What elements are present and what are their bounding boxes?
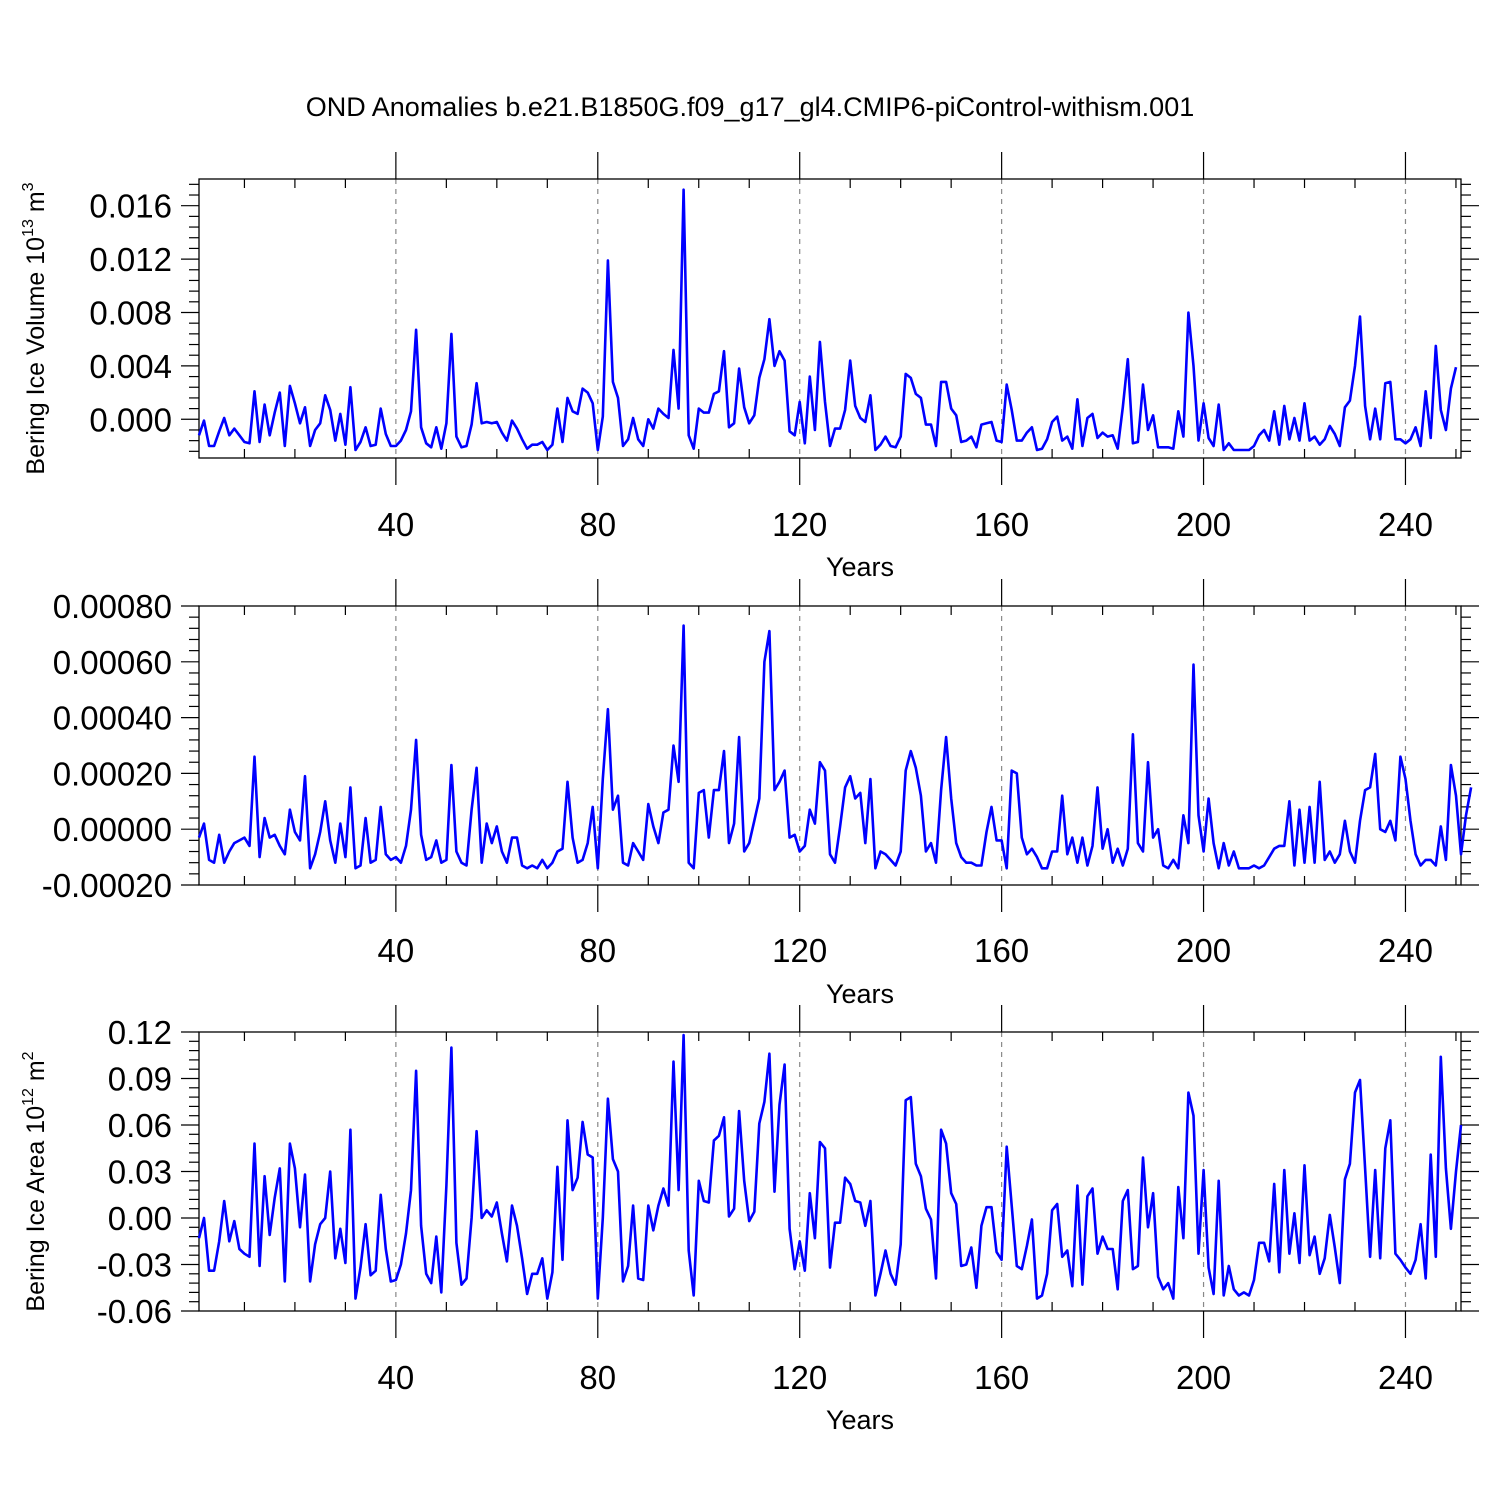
y-axis-label-unit: m xyxy=(22,1060,50,1088)
y-tick-label: 0.000 xyxy=(89,401,172,438)
y-axis-label-unit: m xyxy=(22,191,50,219)
y-tick-label: 0.008 xyxy=(89,294,172,331)
x-tick-label: 40 xyxy=(378,932,415,969)
x-tick-label: 240 xyxy=(1378,1359,1433,1396)
y-axis-label: Bering Ice Area 1012 m2 xyxy=(20,1051,50,1311)
y-axis-label-text: Bering Ice Area 10 xyxy=(22,1106,50,1312)
x-tick-label: 40 xyxy=(378,506,415,543)
panel-ice-volume: 40 80 120 160 200 240 Years 0.000 0.004 0.008 0.01… xyxy=(20,152,1479,582)
y-tick-label: 0.004 xyxy=(89,348,172,385)
x-axis-label: Years xyxy=(826,979,894,1009)
x-tick-label: 160 xyxy=(974,932,1029,969)
y-tick-label: -0.03 xyxy=(97,1247,172,1284)
y-axis-label-text: Bering Ice Volume 10 xyxy=(22,237,50,475)
plot-frame xyxy=(198,1031,1462,1312)
y-tick-label: 0.00060 xyxy=(53,644,172,681)
data-series-line xyxy=(197,624,1473,870)
plot-frame xyxy=(198,178,1462,459)
chart-title: OND Anomalies b.e21.B1850G.f09_g17_gl4.C… xyxy=(306,92,1194,122)
y-tick-label: 0.09 xyxy=(108,1061,172,1098)
x-tick-label: 200 xyxy=(1176,932,1231,969)
x-tick-label: 120 xyxy=(772,1359,827,1396)
panel-ice-area: 40 80 120 160 200 240 Years -0.06 -0.03 0.00 0.03 0… xyxy=(20,1005,1479,1435)
y-tick-label: 0.016 xyxy=(89,188,172,225)
y-axis-label: Bering Ice Volume 1013 m3 xyxy=(20,182,50,474)
y-tick-label: 0.03 xyxy=(108,1154,172,1191)
y-tick-label: 0.12 xyxy=(108,1014,172,1051)
x-tick-label: 160 xyxy=(974,1359,1029,1396)
x-tick-label: 240 xyxy=(1378,506,1433,543)
y-tick-label: -0.06 xyxy=(97,1293,172,1330)
x-tick-label: 40 xyxy=(378,1359,415,1396)
y-tick-label: -0.00020 xyxy=(42,867,172,904)
x-tick-label: 160 xyxy=(974,506,1029,543)
y-tick-label: 0.00040 xyxy=(53,700,172,737)
x-tick-label: 120 xyxy=(772,932,827,969)
x-tick-label: 240 xyxy=(1378,932,1433,969)
data-series-line xyxy=(197,1033,1463,1300)
data-series-line xyxy=(197,188,1458,452)
y-axis-label-unit-exponent: 3 xyxy=(20,182,37,191)
y-tick-label: 0.06 xyxy=(108,1107,172,1144)
y-axis-label-exponent: 13 xyxy=(20,219,37,237)
y-tick-label: 0.00020 xyxy=(53,755,172,792)
x-tick-label: 120 xyxy=(772,506,827,543)
y-tick-label: 0.00 xyxy=(108,1200,172,1237)
y-axis-label-unit-exponent: 2 xyxy=(20,1051,37,1060)
y-tick-label: 0.012 xyxy=(89,241,172,278)
x-axis-label: Years xyxy=(826,1405,894,1435)
y-tick-label: 0.00080 xyxy=(53,588,172,625)
y-tick-label: 0.00000 xyxy=(53,811,172,848)
x-tick-label: 200 xyxy=(1176,1359,1231,1396)
panel-ice-volume-secondary: 40 80 120 160 200 240 Years -0.00020 0.00000 0.00… xyxy=(42,579,1479,1009)
x-tick-label: 80 xyxy=(579,1359,616,1396)
plot-frame xyxy=(198,605,1462,886)
x-axis-label: Years xyxy=(826,552,894,582)
y-axis-label-exponent: 12 xyxy=(20,1088,37,1106)
x-tick-label: 80 xyxy=(579,932,616,969)
x-tick-label: 80 xyxy=(579,506,616,543)
x-tick-label: 200 xyxy=(1176,506,1231,543)
